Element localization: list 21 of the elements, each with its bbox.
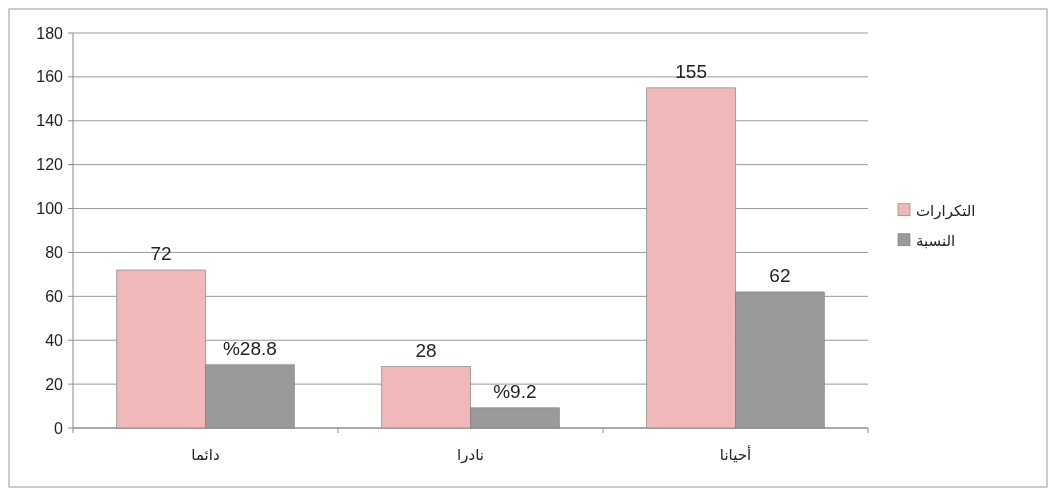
y-tick-label: 160 <box>36 68 64 86</box>
x-tick-label: نادرا <box>457 446 484 464</box>
y-tick-label: 20 <box>45 375 64 393</box>
y-tick-label: 80 <box>45 244 64 262</box>
y-tick-label: 120 <box>36 156 64 174</box>
data-label: %28.8 <box>222 337 277 359</box>
data-label: 72 <box>150 243 172 264</box>
y-tick-label: 60 <box>45 287 64 305</box>
data-label: 28 <box>415 339 437 361</box>
data-label: %9.2 <box>493 380 537 402</box>
y-tick-label: 100 <box>36 200 64 218</box>
x-tick-label: دائما <box>191 446 220 463</box>
data-label: 62 <box>769 264 791 286</box>
legend-label: التكرارات <box>916 202 976 220</box>
y-tick-label: 140 <box>36 112 64 130</box>
x-tick-label: أحيانا <box>719 445 752 463</box>
y-tick-label: 180 <box>36 24 64 42</box>
data-label: 155 <box>675 60 707 82</box>
y-tick-label: 40 <box>45 331 64 349</box>
legend-label: النسبة <box>916 232 956 249</box>
y-tick-label: 0 <box>54 419 64 437</box>
